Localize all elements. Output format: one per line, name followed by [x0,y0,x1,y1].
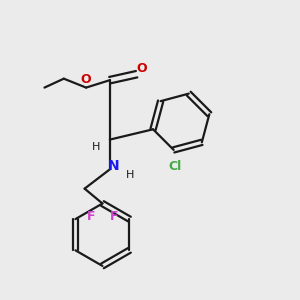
Text: F: F [87,210,95,223]
Text: Cl: Cl [169,160,182,173]
Text: H: H [92,142,100,152]
Text: O: O [81,73,92,86]
Text: F: F [110,210,118,223]
Text: O: O [137,62,147,75]
Text: H: H [126,170,134,180]
Text: N: N [108,159,119,173]
